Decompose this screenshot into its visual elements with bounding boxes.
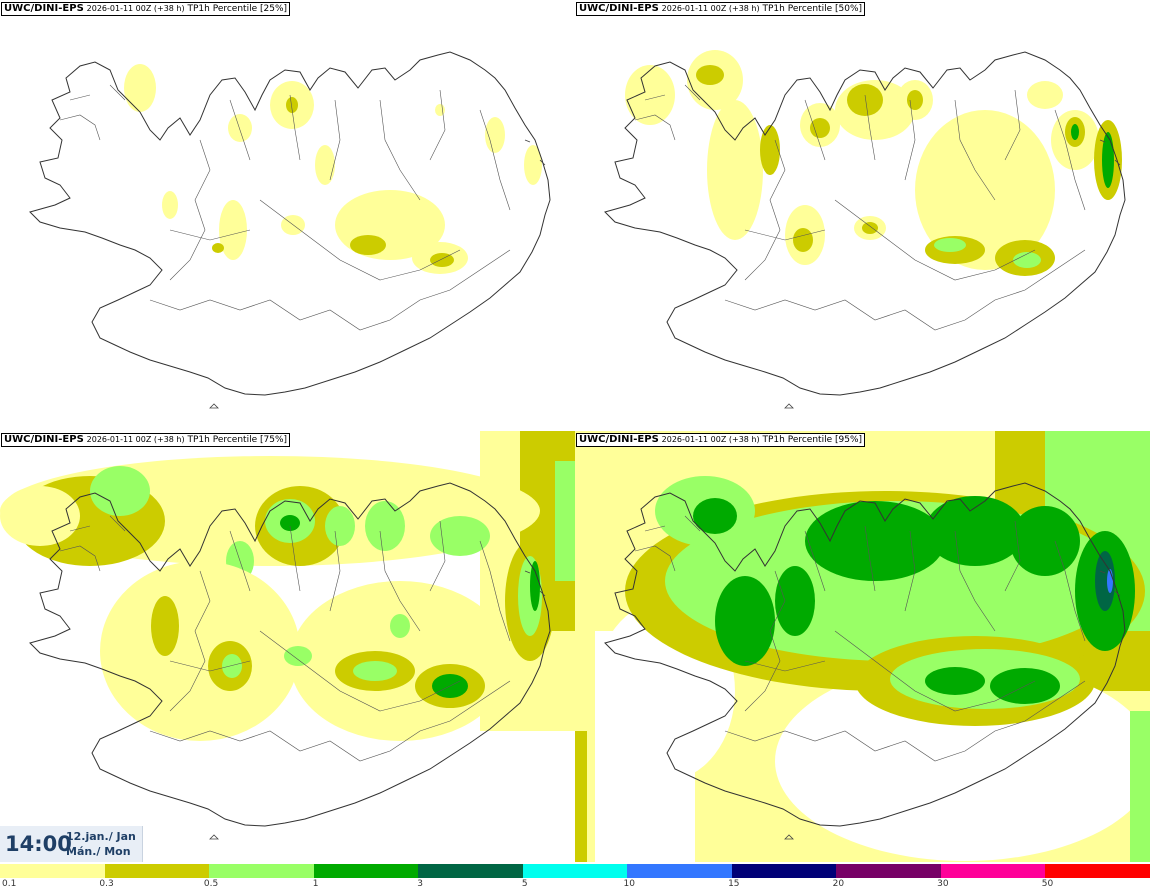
- panel-title: UWC/DINI-EPS 2026-01-11 00Z (+38 h) TP1h…: [1, 433, 291, 447]
- colorbar-swatch: [522, 864, 628, 878]
- colorbar-swatch: [209, 864, 315, 878]
- colorbar-swatch: [836, 864, 942, 878]
- map-panel-75: UWC/DINI-EPS 2026-01-11 00Z (+38 h) TP1h…: [0, 431, 575, 862]
- colorbar-tick-label: 50: [1041, 879, 1054, 889]
- run-label: 2026-01-11 00Z (+38 h): [86, 4, 185, 13]
- colorbar-swatch: [731, 864, 837, 878]
- valid-time-box: 14:00 12.jan./ Jan Mán./ Mon: [0, 826, 143, 862]
- colorbar-swatch: [313, 864, 419, 878]
- source-label: UWC/DINI-EPS: [4, 434, 84, 445]
- colorbar: 0.1 0.3 0.5 1 3 5 10 15 20 30 50: [0, 862, 1150, 891]
- colorbar-swatch: [104, 864, 210, 878]
- map-panel-25: UWC/DINI-EPS 2026-01-11 00Z (+38 h) TP1h…: [0, 0, 575, 431]
- colorbar-swatch: [627, 864, 733, 878]
- precip-fields: [625, 50, 1122, 276]
- map-panel-95: UWC/DINI-EPS 2026-01-11 00Z (+38 h) TP1h…: [575, 431, 1150, 862]
- run-label: 2026-01-11 00Z (+38 h): [86, 435, 185, 444]
- valid-hour: 14:00: [5, 832, 72, 856]
- valid-date: 12.jan./ Jan: [66, 830, 136, 843]
- precip-map: [29, 51, 551, 409]
- valid-weekday: Mán./ Mon: [66, 845, 131, 858]
- colorbar-tick-label: 0.5: [203, 879, 219, 889]
- colorbar-swatch: [940, 864, 1046, 878]
- run-label: 2026-01-11 00Z (+38 h): [661, 435, 760, 444]
- source-label: UWC/DINI-EPS: [579, 3, 659, 14]
- colorbar-tick-label: 5: [521, 879, 528, 889]
- colorbar-swatch: [1045, 864, 1150, 878]
- precip-map: [604, 50, 1126, 409]
- panel-title: UWC/DINI-EPS 2026-01-11 00Z (+38 h) TP1h…: [1, 2, 291, 16]
- precip-fields: [575, 431, 1150, 862]
- product-label: TP1h Percentile [95%]: [762, 435, 863, 445]
- product-label: TP1h Percentile [75%]: [187, 435, 288, 445]
- colorbar-tick-label: 0.3: [99, 879, 114, 889]
- colorbar-swatch: [0, 864, 106, 878]
- product-label: TP1h Percentile [25%]: [187, 4, 288, 14]
- precip-map: [0, 431, 575, 840]
- colorbar-tick-label: 0.1: [2, 879, 17, 889]
- colorbar-tick-label: 3: [417, 879, 424, 889]
- panel-title: UWC/DINI-EPS 2026-01-11 00Z (+38 h) TP1h…: [576, 433, 866, 447]
- map-panel-50: UWC/DINI-EPS 2026-01-11 00Z (+38 h) TP1h…: [575, 0, 1150, 431]
- run-label: 2026-01-11 00Z (+38 h): [661, 4, 760, 13]
- colorbar-tick-label: 20: [832, 879, 845, 889]
- source-label: UWC/DINI-EPS: [579, 434, 659, 445]
- panel-title: UWC/DINI-EPS 2026-01-11 00Z (+38 h) TP1h…: [576, 2, 866, 16]
- colorbar-tick-label: 10: [623, 879, 635, 889]
- source-label: UWC/DINI-EPS: [4, 3, 84, 14]
- product-label: TP1h Percentile [50%]: [762, 4, 863, 14]
- precip-map: [575, 431, 1150, 862]
- precip-fields: [0, 431, 575, 741]
- precip-fields: [124, 64, 542, 274]
- colorbar-tick-label: 30: [937, 879, 949, 889]
- colorbar-tick-label: 1: [312, 879, 319, 889]
- colorbar-tick-label: 15: [728, 879, 740, 889]
- colorbar-swatch: [418, 864, 524, 878]
